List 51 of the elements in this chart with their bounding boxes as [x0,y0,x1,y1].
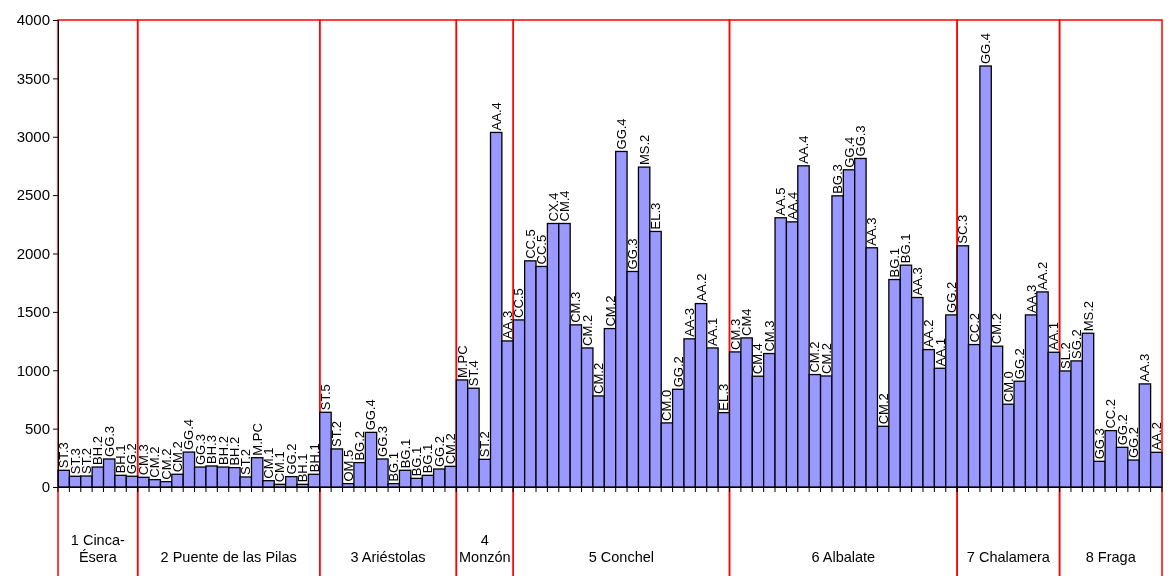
x-tick-label: CM.2 [591,362,607,394]
x-axis-title: 5 Conchel [588,549,655,565]
x-tick-label: CC.5 [511,288,527,318]
x-axis-title: 8 Fraga [1085,549,1137,565]
x-tick-label: AA.3 [909,267,925,296]
x-tick-label: AA.2 [1148,422,1164,451]
x-axis-title: 1 Cinca-Ésera [70,532,125,565]
y-tick-label: 2500 [16,186,50,204]
x-tick-label: CX.4 [545,192,561,222]
y-tick-label: 0 [41,478,50,496]
x-axis-title: 3 Ariéstolas [350,549,426,565]
x-tick-label: CM.2 [602,295,618,327]
x-tick-label: GG.4 [978,32,994,64]
x-tick-label: ST.2 [329,420,345,447]
x-tick-label: AA.3 [864,217,880,246]
x-tick-label: AA.2 [693,273,709,302]
x-axis-title: 7 Chalamera [966,549,1051,565]
x-tick-label: BG.1 [898,233,914,264]
x-tick-label: GG.3 [625,238,641,270]
x-tick-label: GG.4 [613,118,629,150]
y-tick-label: 500 [24,419,50,437]
x-tick-label: MS.2 [1080,300,1096,332]
x-axis-title: 2 Puente de las Pilas [160,549,297,565]
x-tick-label: GG.2 [670,356,686,388]
x-tick-label: AA.3 [1023,284,1039,313]
x-tick-label: GG.3 [1091,428,1107,460]
x-tick-label: MS.2 [636,134,652,166]
x-tick-label: CC.2 [966,312,982,343]
y-tick-label: 4000 [16,11,50,29]
x-axis-title: 6 Albalate [811,549,876,565]
x-tick-label: CM.0 [659,389,675,421]
x-tick-label: CM.2 [875,393,891,425]
x-tick-label: ST.5 [317,384,333,411]
x-tick-label: AA-3 [682,307,698,337]
x-tick-label: AA.4 [488,102,504,131]
y-tick-label: 1000 [16,361,50,379]
x-tick-label: EL.3 [716,383,732,411]
x-tick-label: ST.2 [477,431,493,458]
y-tick-label: 1500 [16,303,50,321]
x-tick-label: EL.3 [648,202,664,230]
x-tick-label: CM.2 [989,313,1005,345]
y-tick-label: 2000 [16,244,50,262]
x-tick-label: AA.1 [704,317,720,346]
x-tick-label: M.PC [454,345,470,378]
x-tick-label: GG.2 [943,281,959,313]
y-tick-label: 3500 [16,69,50,87]
x-tick-label: SC.3 [955,214,971,244]
x-tick-label: AA.3 [1137,353,1153,382]
x-tick-label: AA.4 [795,135,811,164]
y-tick-label: 3000 [16,128,50,146]
x-axis-title: 4 Monzón [459,532,511,565]
